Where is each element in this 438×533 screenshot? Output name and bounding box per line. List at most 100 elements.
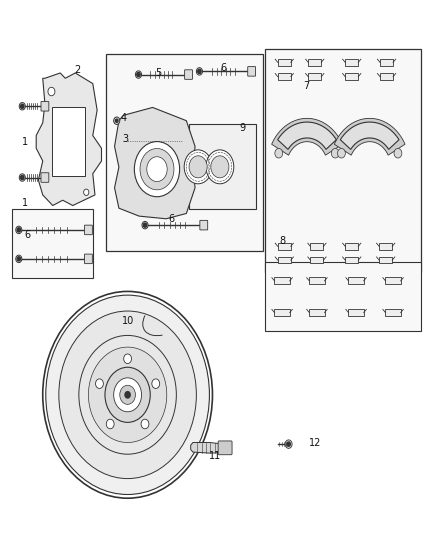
Circle shape [79,335,177,454]
Circle shape [59,311,196,479]
Bar [275,277,290,284]
Circle shape [116,119,118,122]
Bar [278,59,291,66]
Polygon shape [278,122,336,149]
Bar [345,74,358,80]
Circle shape [48,87,55,96]
Bar [345,59,358,66]
Bar [275,309,290,316]
Bar [278,257,291,263]
Bar [380,59,393,66]
FancyBboxPatch shape [85,225,92,235]
Circle shape [105,367,150,422]
Circle shape [124,354,131,364]
FancyBboxPatch shape [248,67,255,76]
Circle shape [17,228,21,232]
Text: 1: 1 [22,198,28,208]
Circle shape [135,71,141,78]
Text: 1: 1 [22,137,28,147]
Bar [385,277,401,284]
Polygon shape [191,442,230,453]
Bar [380,74,393,80]
Circle shape [114,117,120,124]
Bar [265,262,421,331]
Bar [349,277,364,284]
Text: 6: 6 [220,63,226,72]
Bar [385,309,401,316]
Circle shape [196,68,202,75]
Circle shape [21,175,24,180]
Circle shape [338,149,345,158]
Circle shape [147,157,167,182]
FancyBboxPatch shape [41,173,49,182]
Circle shape [184,150,212,184]
Circle shape [19,102,25,110]
Bar [106,54,262,251]
Bar [12,209,93,278]
Circle shape [140,149,174,190]
Text: 2: 2 [74,66,81,75]
Bar [379,257,392,263]
Bar [188,124,256,209]
Text: 8: 8 [279,236,285,246]
Circle shape [84,189,89,196]
FancyBboxPatch shape [85,254,92,264]
Circle shape [287,442,290,446]
Circle shape [114,378,141,412]
Circle shape [331,149,339,158]
Circle shape [17,257,21,261]
Text: 6: 6 [168,214,174,224]
FancyBboxPatch shape [218,441,232,455]
Polygon shape [52,108,85,176]
Circle shape [95,379,103,389]
Bar [379,243,392,249]
Text: 4: 4 [120,113,126,123]
Text: 11: 11 [208,451,221,462]
Bar [309,277,325,284]
Polygon shape [115,108,195,219]
Text: 7: 7 [303,81,309,91]
Circle shape [19,174,25,181]
Circle shape [198,69,201,74]
Circle shape [143,223,147,227]
Circle shape [21,104,24,108]
Circle shape [189,156,207,178]
FancyBboxPatch shape [41,101,49,111]
Text: 12: 12 [308,438,321,448]
Circle shape [106,419,114,429]
Text: 5: 5 [155,68,161,78]
Polygon shape [36,73,102,206]
Text: 9: 9 [240,123,246,133]
Bar [278,243,291,249]
Text: 6: 6 [25,230,31,240]
Text: 10: 10 [121,316,134,326]
Bar [311,257,323,263]
Circle shape [141,419,149,429]
Bar [311,243,323,249]
Circle shape [275,149,283,158]
Polygon shape [272,118,343,155]
Bar [349,309,364,316]
Polygon shape [340,122,399,149]
Bar [308,59,321,66]
Circle shape [206,150,234,184]
Text: 3: 3 [122,134,128,144]
Bar [345,243,358,249]
Circle shape [46,295,209,495]
Circle shape [137,72,140,77]
Circle shape [16,255,22,263]
Circle shape [125,392,130,398]
Bar [308,74,321,80]
Circle shape [120,385,135,405]
Circle shape [142,221,148,229]
Circle shape [211,156,229,178]
Bar [265,49,421,272]
Circle shape [88,347,167,442]
Circle shape [16,226,22,233]
Circle shape [394,149,402,158]
Circle shape [152,379,160,389]
Circle shape [285,440,292,448]
Circle shape [134,142,180,197]
FancyBboxPatch shape [185,70,192,79]
Bar [309,309,325,316]
